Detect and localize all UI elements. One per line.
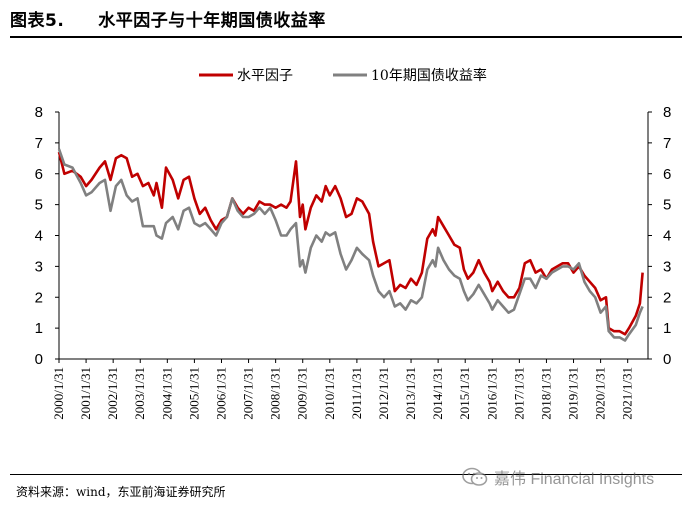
x-tick-label: 2021/1/31 <box>620 367 635 420</box>
y-tick-label-left: 2 <box>35 289 43 306</box>
y-tick-label-left: 8 <box>35 104 43 121</box>
y-tick-label-right: 7 <box>663 135 671 152</box>
x-tick-label: 2007/1/31 <box>241 367 256 420</box>
x-tick-label: 2019/1/31 <box>566 367 581 420</box>
wechat-icon <box>462 467 488 486</box>
x-tick-label: 2009/1/31 <box>295 367 310 420</box>
y-tick-label-right: 0 <box>663 351 671 368</box>
x-tick-label: 2018/1/31 <box>538 367 553 420</box>
title-rule <box>10 36 682 38</box>
y-tick-label-right: 2 <box>663 289 671 306</box>
x-tick-label: 2005/1/31 <box>186 367 201 420</box>
y-tick-label-right: 6 <box>663 166 671 183</box>
figure-title-text: 水平因子与十年期国债收益率 <box>98 11 326 31</box>
watermark: 嘉伟 Financial Insights <box>462 462 687 492</box>
x-tick-label: 2003/1/31 <box>132 367 147 420</box>
x-tick-label: 2016/1/31 <box>484 367 499 420</box>
x-tick-label: 2012/1/31 <box>376 367 391 420</box>
legend-label: 水平因子 <box>237 68 293 84</box>
y-tick-label-right: 5 <box>663 197 671 214</box>
x-tick-label: 2006/1/31 <box>213 367 228 420</box>
x-tick-label: 2017/1/31 <box>511 367 526 420</box>
x-tick-label: 2013/1/31 <box>403 367 418 420</box>
watermark-text: 嘉伟 Financial Insights <box>494 471 655 488</box>
x-tick-label: 2002/1/31 <box>105 367 120 420</box>
x-tick-label: 2001/1/31 <box>78 367 93 420</box>
figure-label: 图表5. <box>10 11 65 31</box>
x-tick-label: 2015/1/31 <box>457 367 472 420</box>
y-tick-label-left: 0 <box>35 351 43 368</box>
figure-title: 图表5. 水平因子与十年期国债收益率 <box>10 6 326 31</box>
x-tick-label: 2000/1/31 <box>51 367 66 420</box>
series-line-10y-yield <box>57 148 644 342</box>
y-tick-label-right: 3 <box>663 258 671 275</box>
series-line-level-factor <box>57 151 644 336</box>
source-note: 资料来源：wind，东亚前海证券研究所 <box>16 485 226 499</box>
x-tick-label: 2014/1/31 <box>430 367 445 420</box>
y-tick-label-left: 5 <box>35 197 43 214</box>
x-tick-label: 2010/1/31 <box>322 367 337 420</box>
y-tick-label-left: 1 <box>35 320 43 337</box>
x-tick-label: 2008/1/31 <box>268 367 283 420</box>
x-tick-label: 2020/1/31 <box>593 367 608 420</box>
y-tick-label-right: 4 <box>663 228 671 245</box>
y-tick-label-left: 3 <box>35 258 43 275</box>
footer-rule <box>10 474 682 475</box>
y-tick-label-left: 6 <box>35 166 43 183</box>
y-tick-label-left: 7 <box>35 135 43 152</box>
legend-label: 10年期国债收益率 <box>371 67 487 84</box>
x-tick-label: 2004/1/31 <box>159 367 174 420</box>
y-tick-label-right: 1 <box>663 320 671 337</box>
y-tick-label-left: 4 <box>35 228 43 245</box>
y-tick-label-right: 8 <box>663 104 671 121</box>
x-tick-label: 2011/1/31 <box>349 367 364 419</box>
line-chart: 0 0 1 1 2 2 3 3 4 4 5 5 6 6 7 7 8 8 2000/1/31 2001/1/31 2002… <box>35 67 672 420</box>
